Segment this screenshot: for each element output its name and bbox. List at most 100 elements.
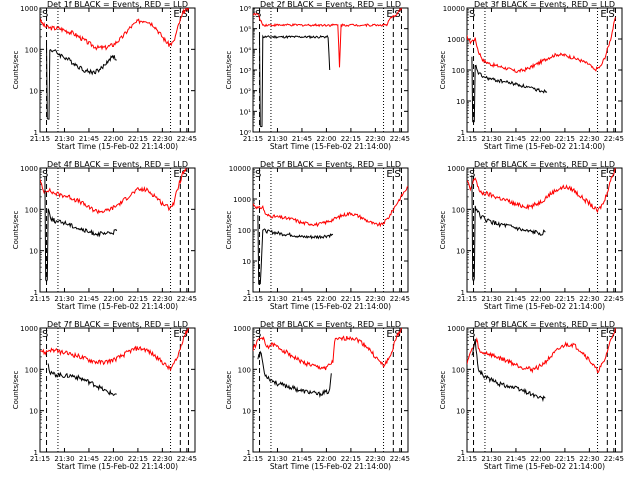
x-tick-label: 22:30 xyxy=(365,135,385,143)
y-tick-label: 10 xyxy=(242,408,251,416)
x-tick-label: 21:30 xyxy=(481,135,501,143)
plot-frame xyxy=(466,7,623,133)
s-marker: S xyxy=(608,169,614,180)
lld-rate-line xyxy=(467,168,616,213)
y-tick-label: 100 xyxy=(238,366,251,374)
x-tick-label: 22:00 xyxy=(530,295,550,303)
x-tick-label: 22:45 xyxy=(604,135,624,143)
y-tick-label: 10⁶ xyxy=(239,5,251,13)
s-marker: S xyxy=(608,9,614,20)
y-axis-label: Counts/sec xyxy=(12,211,20,250)
x-tick-label: 21:30 xyxy=(54,455,74,463)
x-tick-label: 21:45 xyxy=(292,135,312,143)
y-tick-label: 10² xyxy=(239,88,251,96)
plot-frame xyxy=(252,327,409,453)
y-tick-label: 10000 xyxy=(443,5,465,13)
s-marker: S xyxy=(255,169,261,180)
plot-frame xyxy=(466,167,623,293)
y-tick-label: 1000 xyxy=(233,325,251,333)
x-tick-label: 21:30 xyxy=(267,455,287,463)
x-tick-label: 22:45 xyxy=(177,455,197,463)
events-rate-line xyxy=(259,34,331,128)
panel-title: Det 6f BLACK = Events, RED = LLD xyxy=(474,160,615,169)
panel-title: Det 8f BLACK = Events, RED = LLD xyxy=(260,320,401,329)
detector-panel-2: Det 2f BLACK = Events, RED = LLD 10⁰ 10¹ 10… xyxy=(225,0,410,151)
lld-rate-line xyxy=(40,328,189,372)
x-tick-label: 21:30 xyxy=(54,135,74,143)
y-tick-label: 1 xyxy=(34,129,38,137)
y-tick-label: 1000 xyxy=(447,165,465,173)
x-tick-label: 22:30 xyxy=(579,135,599,143)
s-marker: S xyxy=(181,9,187,20)
x-tick-label: 21:15 xyxy=(457,455,477,463)
e-marker: E xyxy=(173,329,179,340)
x-tick-label: 22:15 xyxy=(128,295,148,303)
panel-title: Det 1f BLACK = Events, RED = LLD xyxy=(47,0,188,9)
x-tick-label: 21:45 xyxy=(292,295,312,303)
s-marker: S xyxy=(42,169,48,180)
panel-title: Det 5f BLACK = Events, RED = LLD xyxy=(260,160,401,169)
y-tick-label: 10000 xyxy=(229,165,251,173)
x-tick-label: 21:45 xyxy=(292,455,312,463)
detector-panel-3: Det 3f BLACK = Events, RED = LLD 1 10 100 10… xyxy=(439,0,624,151)
x-tick-label: 21:45 xyxy=(506,455,526,463)
y-tick-label: 1000 xyxy=(20,165,38,173)
x-tick-label: 22:30 xyxy=(579,455,599,463)
x-tick-label: 21:15 xyxy=(457,135,477,143)
y-tick-label: 10⁴ xyxy=(239,46,251,54)
x-tick-label: 22:00 xyxy=(316,455,336,463)
x-tick-label: 21:15 xyxy=(30,135,50,143)
lld-rate-line xyxy=(40,168,189,215)
detector-panel-9: Det 9f BLACK = Events, RED = LLD 1 10 100 10… xyxy=(439,320,624,471)
panel-title: Det 4f BLACK = Events, RED = LLD xyxy=(47,160,188,169)
x-tick-label: 22:15 xyxy=(128,455,148,463)
y-axis-label: Counts/sec xyxy=(225,371,233,410)
lld-rate-line xyxy=(467,328,616,374)
y-tick-label: 10³ xyxy=(239,67,251,75)
lld-rate-line xyxy=(253,328,402,371)
lld-rate-line xyxy=(467,17,616,74)
events-rate-line xyxy=(47,363,117,396)
x-tick-label: 22:30 xyxy=(365,455,385,463)
lld-rate-line xyxy=(253,186,408,228)
panel-title: Det 2f BLACK = Events, RED = LLD xyxy=(260,0,401,9)
x-tick-label: 22:45 xyxy=(390,455,410,463)
s-marker: S xyxy=(181,329,187,340)
x-tick-label: 21:30 xyxy=(267,295,287,303)
x-axis-label: Start Time (15-Feb-02 21:14:00) xyxy=(270,462,391,471)
s-marker: S xyxy=(608,329,614,340)
y-tick-label: 1000 xyxy=(233,196,251,204)
panel-title: Det 3f BLACK = Events, RED = LLD xyxy=(474,0,615,9)
x-tick-label: 22:00 xyxy=(103,135,123,143)
y-tick-label: 1000 xyxy=(20,325,38,333)
e-marker: E xyxy=(600,169,606,180)
lld-rate-line xyxy=(253,8,402,68)
x-tick-label: 22:00 xyxy=(103,455,123,463)
detector-panel-4: Det 4f BLACK = Events, RED = LLD 1 10 100 10… xyxy=(12,160,197,311)
x-tick-label: 21:15 xyxy=(457,295,477,303)
detector-panel-6: Det 6f BLACK = Events, RED = LLD 1 10 100 10… xyxy=(439,160,624,311)
s-marker: S xyxy=(394,9,400,20)
x-tick-label: 22:15 xyxy=(128,135,148,143)
plot-frame xyxy=(39,7,196,133)
plot-frame xyxy=(466,327,623,453)
x-tick-label: 22:30 xyxy=(579,295,599,303)
plot-frame xyxy=(39,167,196,293)
detector-panel-8: Det 8f BLACK = Events, RED = LLD 1 10 100 10… xyxy=(225,320,410,471)
y-tick-label: 1000 xyxy=(447,325,465,333)
y-axis-label: Counts/sec xyxy=(439,371,447,410)
y-tick-label: 10 xyxy=(456,408,465,416)
y-tick-label: 10 xyxy=(242,258,251,266)
y-tick-label: 1 xyxy=(461,289,465,297)
y-tick-label: 10¹ xyxy=(239,108,251,116)
x-tick-label: 22:15 xyxy=(555,295,575,303)
events-rate-line xyxy=(471,338,546,403)
x-tick-label: 21:45 xyxy=(79,135,99,143)
x-tick-label: 22:30 xyxy=(365,295,385,303)
e-marker: E xyxy=(600,9,606,20)
x-axis-label: Start Time (15-Feb-02 21:14:00) xyxy=(484,462,605,471)
y-tick-label: 1 xyxy=(247,289,251,297)
x-axis-label: Start Time (15-Feb-02 21:14:00) xyxy=(270,302,391,311)
y-tick-label: 10 xyxy=(456,98,465,106)
